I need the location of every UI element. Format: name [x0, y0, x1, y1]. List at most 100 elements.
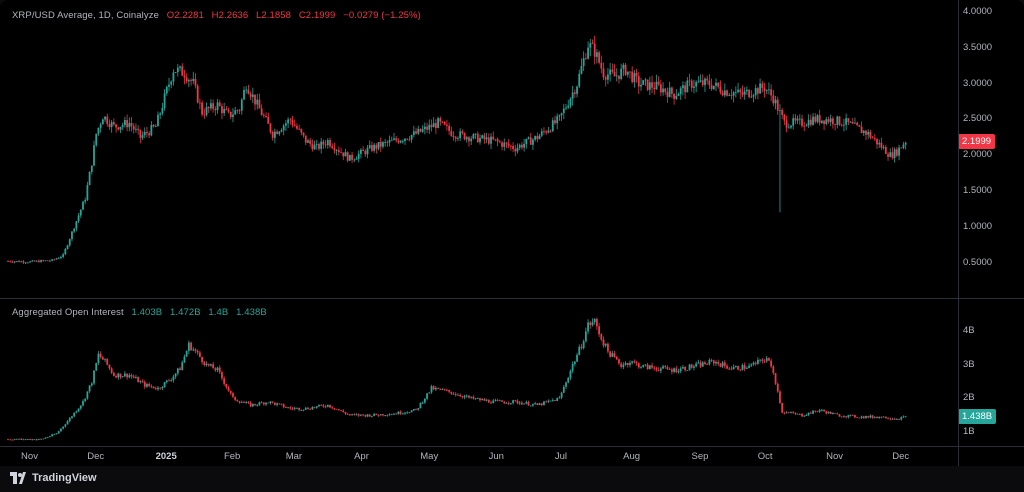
- oi-candle: [329, 404, 331, 409]
- tradingview-brand[interactable]: TradingView: [10, 472, 97, 484]
- price-candle: [543, 127, 545, 135]
- price-candle: [895, 147, 898, 158]
- oi-candle: [342, 409, 345, 413]
- price-candle: [287, 117, 290, 128]
- price-candle: [527, 136, 530, 140]
- oi-candle: [309, 408, 312, 410]
- oi-candle: [139, 379, 142, 384]
- price-candle: [15, 260, 18, 263]
- oi-candle: [152, 386, 155, 389]
- price-candle: [763, 82, 766, 98]
- price-candle: [128, 117, 131, 132]
- oi-candle: [90, 382, 93, 387]
- oi-candle: [554, 400, 556, 401]
- oi-candle: [165, 379, 168, 384]
- oi-candle: [847, 414, 850, 419]
- oi-candle: [494, 398, 497, 402]
- price-candle: [126, 114, 129, 132]
- price-candle: [101, 118, 104, 125]
- oi-candle: [258, 401, 261, 407]
- price-candle: [876, 138, 878, 149]
- price-candle: [139, 129, 142, 144]
- price-pane[interactable]: XRP/USD Average, 1D, Coinalyze O2.2281 H…: [0, 0, 1024, 298]
- price-candle: [865, 129, 867, 141]
- price-candle: [781, 107, 784, 119]
- price-candle: [353, 158, 356, 163]
- price-candle: [210, 99, 212, 111]
- time-tick-label: Apr: [354, 451, 369, 462]
- price-candle: [465, 135, 468, 143]
- price-candle: [701, 74, 704, 88]
- oi-candle: [757, 357, 759, 365]
- oi-candle: [146, 382, 148, 388]
- price-candle: [717, 82, 720, 89]
- price-candle: [437, 116, 439, 129]
- price-candle: [309, 137, 312, 147]
- price-candle: [368, 140, 371, 150]
- oi-candle: [626, 362, 629, 368]
- price-candle: [278, 130, 281, 136]
- oi-candle: [366, 413, 369, 418]
- price-candle: [280, 128, 283, 133]
- oi-candle: [536, 403, 539, 406]
- oi-candle: [104, 358, 106, 363]
- price-candle: [273, 128, 276, 144]
- price-candle: [854, 117, 856, 124]
- price-candle: [523, 138, 526, 152]
- price-candle: [9, 260, 12, 263]
- oi-candle: [302, 409, 305, 412]
- oi-candle: [86, 391, 89, 400]
- oi-candle: [798, 413, 801, 416]
- price-candle: [743, 87, 746, 100]
- price-candle: [214, 106, 217, 116]
- open-interest-pane[interactable]: Aggregated Open Interest 1.403B 1.472B 1…: [0, 300, 1024, 446]
- price-candle: [371, 141, 373, 153]
- oi-candle: [721, 361, 724, 368]
- price-candle: [245, 85, 248, 94]
- price-candle: [194, 73, 197, 89]
- oi-candle: [371, 415, 373, 418]
- price-tick-label: 3.0000: [963, 77, 993, 89]
- price-candle: [644, 77, 647, 86]
- oi-candle: [79, 405, 82, 411]
- price-candle: [430, 119, 433, 132]
- time-tick-label: Jun: [488, 451, 504, 462]
- oi-candle: [772, 365, 775, 375]
- pane-divider[interactable]: [0, 298, 1024, 299]
- oi-candle: [794, 412, 797, 416]
- oi-legend-v2: 1.472B: [169, 307, 201, 318]
- price-candle: [176, 63, 179, 77]
- oi-candle: [53, 433, 56, 436]
- price-candle: [648, 76, 651, 96]
- oi-candle: [459, 393, 462, 398]
- price-candle: [434, 119, 437, 134]
- oi-candle: [545, 400, 548, 403]
- price-candle: [249, 91, 252, 101]
- oi-candle: [269, 401, 272, 405]
- oi-candle: [218, 365, 221, 374]
- price-candle: [251, 87, 254, 104]
- oi-candle: [443, 388, 446, 391]
- oi-candle: [320, 404, 323, 407]
- oi-candle: [642, 364, 645, 368]
- price-candle: [254, 94, 256, 111]
- oi-candle: [547, 399, 550, 403]
- price-candle: [741, 85, 744, 98]
- price-tick-label: 3.5000: [963, 41, 993, 53]
- price-candle: [311, 139, 314, 152]
- price-candle: [183, 69, 186, 85]
- price-candle: [388, 135, 391, 147]
- price-candle: [759, 78, 762, 94]
- oi-candle: [324, 404, 327, 409]
- oi-candle: [862, 415, 865, 419]
- oi-candle: [710, 358, 713, 363]
- oi-candle: [551, 398, 554, 402]
- price-candle: [904, 141, 907, 150]
- oi-candle: [556, 397, 559, 402]
- price-candle: [329, 137, 331, 149]
- price-candle: [790, 124, 792, 130]
- price-candle: [646, 79, 649, 92]
- oi-candle: [426, 393, 428, 401]
- time-axis[interactable]: Nov Dec 2025 Feb Mar Apr May Jun Jul Aug Sep Oct Nov…: [0, 447, 958, 466]
- oi-candle: [93, 370, 95, 386]
